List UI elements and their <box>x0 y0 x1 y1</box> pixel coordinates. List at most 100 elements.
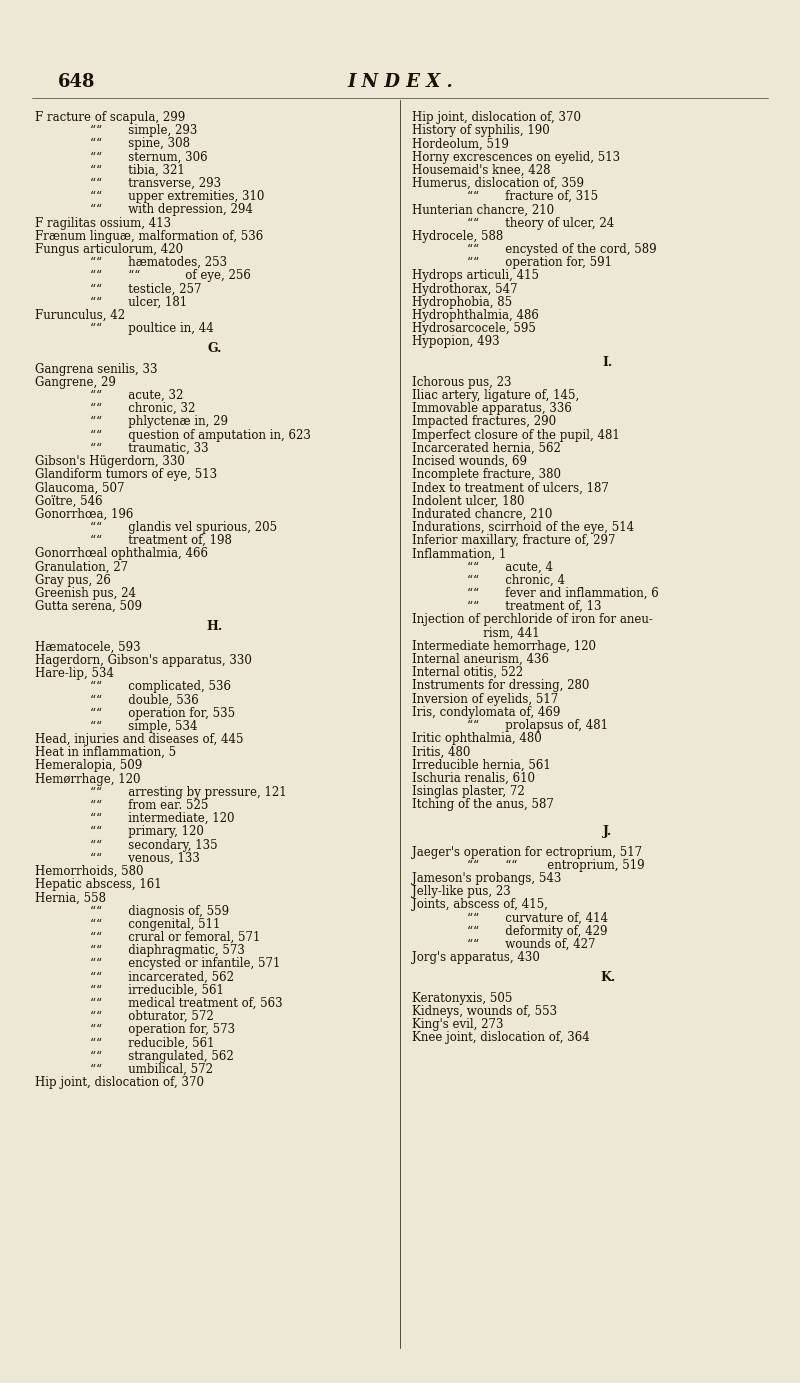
Text: ““       simple, 293: ““ simple, 293 <box>90 124 198 137</box>
Text: Hydrophthalmia, 486: Hydrophthalmia, 486 <box>412 308 539 322</box>
Text: Hydrophobia, 85: Hydrophobia, 85 <box>412 296 512 308</box>
Text: Indurations, scirrhoid of the eye, 514: Indurations, scirrhoid of the eye, 514 <box>412 521 634 534</box>
Text: Gray pus, 26: Gray pus, 26 <box>35 574 111 586</box>
Text: Joints, abscess of, 415,: Joints, abscess of, 415, <box>412 899 548 911</box>
Text: ““       incarcerated, 562: ““ incarcerated, 562 <box>90 971 234 983</box>
Text: ““       phlyctenæ in, 29: ““ phlyctenæ in, 29 <box>90 415 228 429</box>
Text: ““       ““        entroprium, 519: ““ ““ entroprium, 519 <box>467 859 645 871</box>
Text: Internal otitis, 522: Internal otitis, 522 <box>412 667 523 679</box>
Text: ““       chronic, 4: ““ chronic, 4 <box>467 574 565 586</box>
Text: Fungus articulorum, 420: Fungus articulorum, 420 <box>35 243 183 256</box>
Text: History of syphilis, 190: History of syphilis, 190 <box>412 124 550 137</box>
Text: ““       testicle, 257: ““ testicle, 257 <box>90 282 202 296</box>
Text: Glandiform tumors of eye, 513: Glandiform tumors of eye, 513 <box>35 469 217 481</box>
Text: Injection of perchloride of iron for aneu-: Injection of perchloride of iron for ane… <box>412 614 653 626</box>
Text: ““       glandis vel spurious, 205: ““ glandis vel spurious, 205 <box>90 521 277 534</box>
Text: ““       congenital, 511: ““ congenital, 511 <box>90 918 220 931</box>
Text: F ragilitas ossium, 413: F ragilitas ossium, 413 <box>35 217 171 230</box>
Text: ““       ulcer, 181: ““ ulcer, 181 <box>90 296 187 308</box>
Text: ““       arresting by pressure, 121: ““ arresting by pressure, 121 <box>90 786 286 799</box>
Text: Iritis, 480: Iritis, 480 <box>412 745 470 758</box>
Text: ““       curvature of, 414: ““ curvature of, 414 <box>467 911 608 925</box>
Text: ““       hæmatodes, 253: ““ hæmatodes, 253 <box>90 256 227 270</box>
Text: ““       chronic, 32: ““ chronic, 32 <box>90 402 195 415</box>
Text: 648: 648 <box>58 73 95 91</box>
Text: Ichorous pus, 23: Ichorous pus, 23 <box>412 376 511 389</box>
Text: ““       simple, 534: ““ simple, 534 <box>90 719 198 733</box>
Text: Housemaid's knee, 428: Housemaid's knee, 428 <box>412 163 550 177</box>
Text: Hemørrhage, 120: Hemørrhage, 120 <box>35 773 141 786</box>
Text: ““       acute, 4: ““ acute, 4 <box>467 560 553 574</box>
Text: Gibson's Hügerdorn, 330: Gibson's Hügerdorn, 330 <box>35 455 185 467</box>
Text: Hagerdorn, Gibson's apparatus, 330: Hagerdorn, Gibson's apparatus, 330 <box>35 654 252 667</box>
Text: ““       secondary, 135: ““ secondary, 135 <box>90 838 218 852</box>
Text: Kidneys, wounds of, 553: Kidneys, wounds of, 553 <box>412 1005 557 1018</box>
Text: ““       operation for, 535: ““ operation for, 535 <box>90 707 235 719</box>
Text: Hip joint, dislocation of, 370: Hip joint, dislocation of, 370 <box>412 111 581 124</box>
Text: Hypopion, 493: Hypopion, 493 <box>412 336 500 349</box>
Text: Knee joint, dislocation of, 364: Knee joint, dislocation of, 364 <box>412 1032 590 1044</box>
Text: Incised wounds, 69: Incised wounds, 69 <box>412 455 527 467</box>
Text: ““       traumatic, 33: ““ traumatic, 33 <box>90 441 209 455</box>
Text: ““       double, 536: ““ double, 536 <box>90 693 198 707</box>
Text: Furunculus, 42: Furunculus, 42 <box>35 308 125 322</box>
Text: Jelly-like pus, 23: Jelly-like pus, 23 <box>412 885 510 898</box>
Text: ““       irreducible, 561: ““ irreducible, 561 <box>90 983 224 997</box>
Text: Inversion of eyelids, 517: Inversion of eyelids, 517 <box>412 693 558 705</box>
Text: Imperfect closure of the pupil, 481: Imperfect closure of the pupil, 481 <box>412 429 620 441</box>
Text: ““       strangulated, 562: ““ strangulated, 562 <box>90 1050 234 1062</box>
Text: Head, injuries and diseases of, 445: Head, injuries and diseases of, 445 <box>35 733 243 745</box>
Text: ““       acute, 32: ““ acute, 32 <box>90 389 183 402</box>
Text: Impacted fractures, 290: Impacted fractures, 290 <box>412 415 556 429</box>
Text: Heat in inflammation, 5: Heat in inflammation, 5 <box>35 747 176 759</box>
Text: H.: H. <box>207 621 223 633</box>
Text: ““       from ear. 525: ““ from ear. 525 <box>90 799 208 812</box>
Text: Incomplete fracture, 380: Incomplete fracture, 380 <box>412 469 561 481</box>
Text: ““       reducible, 561: ““ reducible, 561 <box>90 1037 214 1050</box>
Text: ““       with depression, 294: ““ with depression, 294 <box>90 203 253 216</box>
Text: Gutta serena, 509: Gutta serena, 509 <box>35 600 142 613</box>
Text: Gonorrhœal ophthalmia, 466: Gonorrhœal ophthalmia, 466 <box>35 548 208 560</box>
Text: ““       fever and inflammation, 6: ““ fever and inflammation, 6 <box>467 586 658 600</box>
Text: ““       primary, 120: ““ primary, 120 <box>90 826 204 838</box>
Text: ““       encysted or infantile, 571: ““ encysted or infantile, 571 <box>90 957 280 971</box>
Text: ““       tibia, 321: ““ tibia, 321 <box>90 163 185 177</box>
Text: J.: J. <box>603 826 613 838</box>
Text: ““       crural or femoral, 571: ““ crural or femoral, 571 <box>90 931 260 945</box>
Text: I N D E X .: I N D E X . <box>347 73 453 91</box>
Text: ““       prolapsus of, 481: ““ prolapsus of, 481 <box>467 719 608 732</box>
Text: ““       ““            of eye, 256: ““ ““ of eye, 256 <box>90 270 251 282</box>
Text: Frænum linguæ, malformation of, 536: Frænum linguæ, malformation of, 536 <box>35 230 263 243</box>
Text: Jaeger's operation for ectroprium, 517: Jaeger's operation for ectroprium, 517 <box>412 845 642 859</box>
Text: ““       deformity of, 429: ““ deformity of, 429 <box>467 925 607 938</box>
Text: Horny excrescences on eyelid, 513: Horny excrescences on eyelid, 513 <box>412 151 620 163</box>
Text: Goïtre, 546: Goïtre, 546 <box>35 495 102 508</box>
Text: ““       intermediate, 120: ““ intermediate, 120 <box>90 812 234 826</box>
Text: ““       wounds of, 427: ““ wounds of, 427 <box>467 938 595 952</box>
Text: ““       obturator, 572: ““ obturator, 572 <box>90 1010 214 1023</box>
Text: Keratonyxis, 505: Keratonyxis, 505 <box>412 992 512 1004</box>
Text: Hare-lip, 534: Hare-lip, 534 <box>35 667 114 680</box>
Text: ““       upper extremities, 310: ““ upper extremities, 310 <box>90 191 264 203</box>
Text: Incarcerated hernia, 562: Incarcerated hernia, 562 <box>412 441 561 455</box>
Text: Hæmatocele, 593: Hæmatocele, 593 <box>35 640 141 654</box>
Text: Hydrosarcocele, 595: Hydrosarcocele, 595 <box>412 322 536 335</box>
Text: ““       medical treatment of, 563: ““ medical treatment of, 563 <box>90 997 282 1010</box>
Text: Glaucoma, 507: Glaucoma, 507 <box>35 481 125 494</box>
Text: Internal aneurism, 436: Internal aneurism, 436 <box>412 653 549 667</box>
Text: Hydrocele, 588: Hydrocele, 588 <box>412 230 503 243</box>
Text: Granulation, 27: Granulation, 27 <box>35 560 128 574</box>
Text: Intermediate hemorrhage, 120: Intermediate hemorrhage, 120 <box>412 640 596 653</box>
Text: Isinglas plaster, 72: Isinglas plaster, 72 <box>412 786 525 798</box>
Text: Hunterian chancre, 210: Hunterian chancre, 210 <box>412 203 554 216</box>
Text: Irreducible hernia, 561: Irreducible hernia, 561 <box>412 759 550 772</box>
Text: Greenish pus, 24: Greenish pus, 24 <box>35 586 136 600</box>
Text: Jameson's probangs, 543: Jameson's probangs, 543 <box>412 873 562 885</box>
Text: rism, 441: rism, 441 <box>412 626 540 639</box>
Text: Iritic ophthalmia, 480: Iritic ophthalmia, 480 <box>412 732 542 745</box>
Text: ““       poultice in, 44: ““ poultice in, 44 <box>90 322 214 335</box>
Text: ““       theory of ulcer, 24: ““ theory of ulcer, 24 <box>467 217 614 230</box>
Text: ““       treatment of, 13: ““ treatment of, 13 <box>467 600 602 613</box>
Text: ““       spine, 308: ““ spine, 308 <box>90 137 190 151</box>
Text: Instruments for dressing, 280: Instruments for dressing, 280 <box>412 679 590 693</box>
